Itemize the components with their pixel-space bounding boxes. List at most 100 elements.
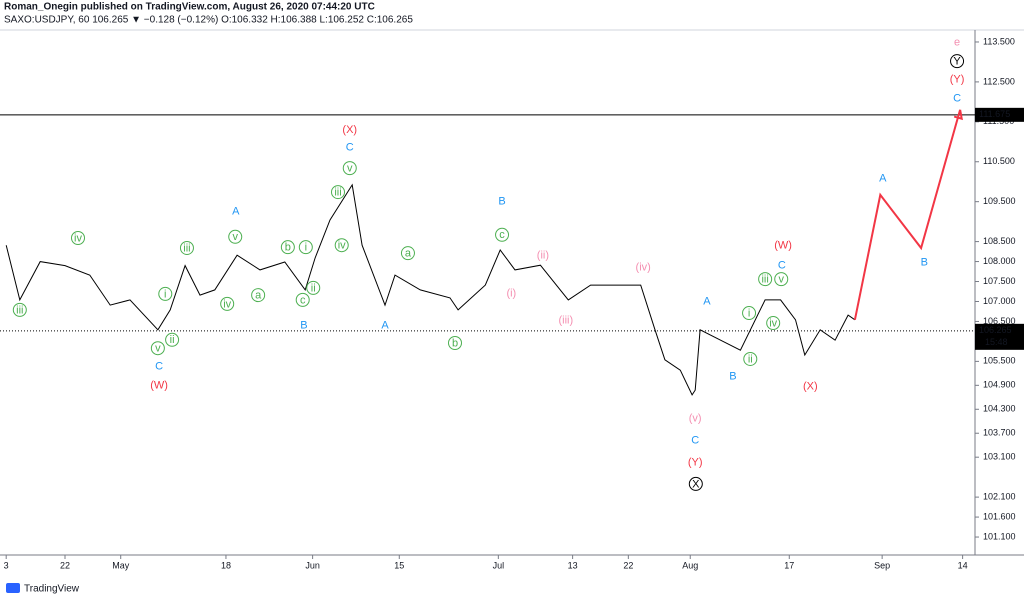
wave-label: iii: [183, 242, 190, 254]
wave-label-circle: [950, 54, 965, 69]
wave-label: iv: [223, 298, 231, 310]
wave-label: B: [300, 319, 307, 331]
level-label: 111.675: [979, 109, 1010, 119]
x-tick-label: Jun: [305, 560, 320, 570]
wave-label-circle: [295, 292, 310, 307]
wave-label-circle: [298, 240, 313, 255]
wave-label-circle: [400, 246, 415, 261]
wave-label: (v): [689, 412, 702, 424]
y-tick-label: 109.500: [983, 196, 1016, 206]
wave-label: b: [452, 337, 458, 349]
wave-label: v: [155, 343, 161, 355]
x-tick-label: 17: [784, 560, 794, 570]
forecast-path: [853, 109, 962, 320]
x-tick-label: May: [112, 560, 130, 570]
wave-label: iv: [769, 317, 777, 329]
wave-label: (W): [150, 379, 168, 391]
wave-label: v: [778, 274, 784, 286]
price-countdown: 15:48: [985, 337, 1008, 347]
x-tick-label: Jul: [493, 560, 505, 570]
wave-label-circle: [150, 341, 165, 356]
wave-label: (iii): [558, 314, 573, 326]
wave-label-circle: [688, 476, 703, 491]
wave-label: iii: [761, 274, 768, 286]
wave-label: C: [346, 141, 354, 153]
wave-label: A: [381, 319, 389, 331]
y-tick-label: 102.100: [983, 491, 1016, 501]
wave-label: B: [729, 371, 736, 383]
brand: TradingView: [6, 583, 80, 595]
x-tick-label: 18: [221, 560, 231, 570]
y-tick-label: 107.000: [983, 296, 1016, 306]
wave-label: iv: [74, 232, 82, 244]
y-tick-label: 104.900: [983, 380, 1016, 390]
wave-label: iii: [16, 304, 23, 316]
wave-label-circle: [331, 185, 345, 200]
wave-label: C: [953, 92, 961, 104]
y-tick-label: 103.100: [983, 452, 1016, 462]
symbol-info: SAXO:USDJPY, 60 106.265 ▼ −0.128 (−0.12%…: [4, 15, 413, 26]
wave-label: B: [921, 256, 928, 268]
y-tick-label: 103.700: [983, 428, 1016, 438]
wave-label: a: [255, 290, 262, 302]
wave-label: (iv): [636, 262, 651, 274]
wave-label: C: [155, 361, 163, 373]
wave-label-circle: [306, 280, 321, 295]
wave-label: ii: [748, 353, 753, 365]
wave-label: (W): [774, 240, 792, 252]
wave-label: C: [778, 260, 786, 272]
x-tick-label: 13: [568, 560, 578, 570]
price-label: 106.265: [979, 325, 1012, 335]
wave-label-circle: [334, 238, 349, 253]
wave-label: iii: [334, 186, 341, 198]
y-tick-label: 108.000: [983, 256, 1016, 266]
y-tick-label: 112.500: [983, 76, 1015, 86]
y-tick-label: 107.500: [983, 276, 1016, 286]
wave-label-circle: [774, 272, 789, 287]
x-tick-label: 22: [60, 560, 70, 570]
wave-label: A: [879, 173, 887, 185]
brand-logo: [6, 583, 20, 593]
wave-label-circle: [743, 351, 758, 366]
y-tick-label: 101.600: [983, 511, 1016, 521]
wave-label: (X): [803, 381, 818, 393]
wave-label-circle: [495, 227, 510, 242]
wave-label: C: [691, 434, 699, 446]
brand-name: TradingView: [24, 584, 80, 595]
wave-label: Y: [953, 56, 961, 68]
wave-label: B: [498, 195, 505, 207]
y-tick-label: 113.500: [983, 36, 1015, 46]
wave-label: i: [305, 242, 307, 254]
y-tick-label: 105.500: [983, 356, 1016, 366]
wave-label: iv: [338, 240, 346, 252]
wave-label: X: [692, 478, 700, 490]
level-label-box: [975, 107, 1024, 122]
x-tick-label: Sep: [874, 560, 890, 570]
wave-label-circle: [220, 296, 235, 311]
wave-label-circle: [251, 288, 266, 303]
wave-label-circle: [766, 316, 781, 331]
wave-label-circle: [158, 286, 173, 301]
y-tick-label: 106.500: [983, 316, 1016, 326]
wave-label: v: [347, 163, 353, 175]
wave-label-circle: [179, 240, 194, 255]
forecast-arrowhead: [953, 109, 963, 121]
wave-label-circle: [280, 240, 295, 255]
x-tick-label: 3: [4, 560, 9, 570]
wave-label: i: [164, 288, 166, 300]
wave-label-circle: [342, 161, 357, 176]
wave-label: c: [499, 229, 505, 241]
wave-label-circle: [165, 332, 180, 347]
wave-label: i: [748, 307, 750, 319]
wave-label: b: [285, 242, 291, 254]
wave-label-circle: [758, 272, 773, 287]
wave-label-circle: [742, 306, 757, 321]
wave-label: A: [703, 295, 711, 307]
wave-label: (ii): [537, 250, 549, 262]
wave-label: ii: [311, 282, 316, 294]
wave-label-circle: [448, 336, 462, 351]
wave-label: (i): [506, 288, 516, 300]
x-tick-label: 14: [958, 560, 968, 570]
